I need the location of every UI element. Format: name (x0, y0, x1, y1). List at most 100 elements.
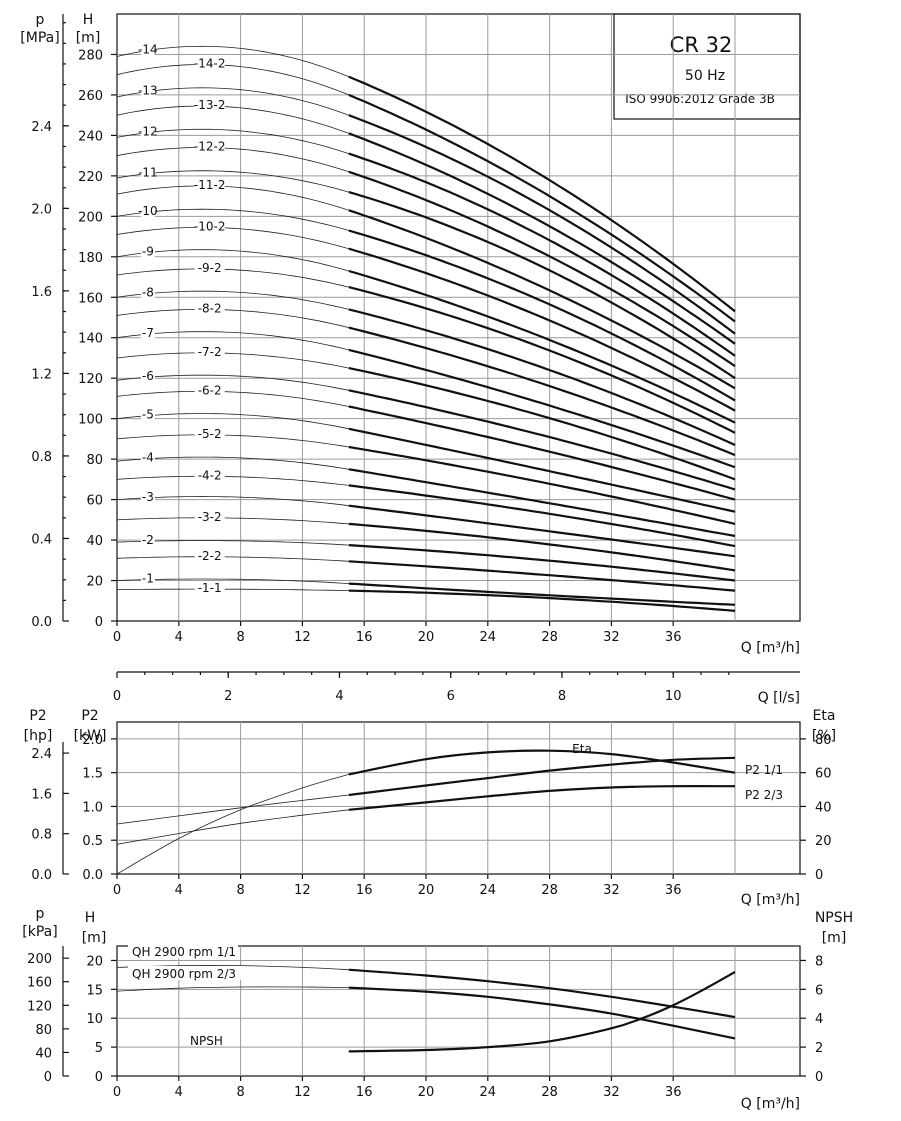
ls-axis-label: Q [l/s] (758, 690, 800, 706)
curve-label--1: -1 (142, 572, 154, 586)
head-curve-thin--3-2 (116, 517, 349, 525)
head-axis-label: H (83, 12, 94, 28)
npsh-tick-0: 0 (815, 1070, 823, 1085)
npsh-curve-QH 2900 rpm 1/1 (348, 968, 736, 1019)
curve-label-bg (140, 326, 155, 341)
head-curve--14-2 (348, 93, 736, 323)
head-curve--13 (348, 114, 736, 335)
power-x-axis-label: Q [m³/h] (741, 892, 800, 908)
mpa-tick-2.4: 2.4 (31, 120, 52, 135)
head-curve-thin--3 (116, 496, 349, 507)
curve-label-bg (194, 301, 225, 316)
npsh-head-tick-15: 15 (86, 983, 103, 998)
head-curve-thin--4-2 (116, 475, 349, 486)
head-curve-thin--5-2 (116, 434, 349, 448)
head-curve--13-2 (348, 132, 736, 345)
head-curve--1-1 (348, 589, 736, 612)
head-curve--5-2 (348, 445, 736, 525)
power-curve-P2 1/1 (348, 756, 736, 797)
head-ytick-60: 60 (86, 494, 103, 509)
head-curve--2 (348, 544, 736, 582)
curve-label-bg (140, 369, 155, 384)
head-curve-thin--10-2 (116, 226, 349, 250)
kpa-tick-160: 160 (27, 976, 52, 991)
head-ytick-20: 20 (86, 575, 103, 590)
head-curve--4-2 (348, 484, 736, 548)
curve-label--5: -5 (142, 408, 154, 422)
mpa-tick-0.8: 0.8 (31, 450, 52, 465)
curve-label-bg (194, 98, 225, 113)
head-ytick-0: 0 (95, 615, 103, 630)
kpa-tick-40: 40 (35, 1046, 52, 1061)
npsh-axis-label: NPSH (815, 910, 853, 926)
npsh-head-tick-5: 5 (95, 1041, 103, 1056)
curve-label-bg (194, 177, 225, 192)
npsh-xtick-36: 36 (665, 1085, 682, 1100)
curve-label--13: -13 (138, 83, 158, 97)
head-curve-thin--9 (116, 249, 349, 272)
hp-axis-label: P2 (29, 708, 46, 724)
npsh-x-axis-label: Q [m³/h] (741, 1096, 800, 1112)
kpa-tick-80: 80 (35, 1023, 52, 1038)
power-plot-frame (116, 721, 801, 875)
eta-tick-0: 0 (815, 868, 823, 883)
head-curve-thin--8-2 (116, 309, 349, 328)
head-plot-frame (116, 13, 801, 622)
eta-curve-label: Eta (572, 742, 592, 756)
npsh-xtick-20: 20 (418, 1085, 435, 1100)
head-ytick-220: 220 (78, 170, 103, 185)
curve-label-bg (194, 260, 225, 275)
npsh-head-axis-label: H (85, 910, 96, 926)
frequency-label: 50 Hz (685, 68, 725, 84)
power-xtick-24: 24 (480, 883, 497, 898)
power-curve-thin-P2 2/3 (116, 809, 349, 845)
curve-label--8-2: -8-2 (198, 301, 222, 315)
head-curve-thin--13 (116, 87, 349, 116)
head-curve-thin--1 (116, 578, 349, 584)
curve-label--2-2: -2-2 (198, 549, 222, 563)
curve-label--7-2: -7-2 (198, 345, 222, 359)
curve-label-bg (140, 450, 155, 465)
npsh-curve-label: NPSH (190, 1034, 223, 1048)
head-ytick-180: 180 (78, 251, 103, 266)
kpa-tick-0: 0 (44, 1070, 52, 1085)
curve-label-bg (194, 344, 225, 359)
curve-label--2: -2 (142, 533, 154, 547)
curve-label--10-2: -10-2 (194, 219, 226, 233)
curve-label--6: -6 (142, 369, 154, 383)
ls-tick-0: 0 (113, 689, 121, 704)
mpa-axis-label: p (36, 12, 45, 28)
curve-label-bg (194, 509, 225, 524)
head-curve-thin--11-2 (116, 185, 349, 211)
eta-axis-label: Eta (813, 708, 836, 724)
kw-axis-unit: [kW] (74, 728, 107, 744)
head-curve--1 (348, 582, 736, 606)
curve-label-bg (140, 407, 155, 422)
head-ytick-40: 40 (86, 534, 103, 549)
chart-title: CR 32 (670, 33, 733, 57)
head-curve-thin--10 (116, 208, 349, 231)
hp-tick-0.0: 0.0 (31, 868, 52, 883)
head-curve--7-2 (348, 367, 736, 481)
head-xtick-36: 36 (665, 630, 682, 645)
head-curve-thin--1-1 (116, 588, 349, 591)
power-xtick-32: 32 (603, 883, 620, 898)
head-curve-thin--8 (116, 290, 349, 310)
curve-label-bg (140, 489, 155, 504)
head-curve-thin--4 (116, 456, 349, 470)
curve-label-bg (140, 533, 155, 548)
head-curve-thin--5 (116, 413, 349, 430)
head-curve-thin--6 (116, 374, 349, 391)
head-curve--10 (348, 229, 736, 402)
head-curve-thin--9-2 (116, 268, 349, 288)
head-curve--2-2 (348, 560, 736, 592)
head-curve--4 (348, 468, 736, 538)
head-xtick-24: 24 (480, 630, 497, 645)
kw-tick-1.5: 1.5 (82, 767, 103, 782)
curve-label--4-2: -4-2 (198, 468, 222, 482)
head-xtick-16: 16 (356, 630, 373, 645)
kw-tick-0.0: 0.0 (82, 868, 103, 883)
power-xtick-12: 12 (294, 883, 311, 898)
head-curve--11-2 (348, 209, 736, 390)
head-curve-thin--6-2 (116, 390, 349, 407)
